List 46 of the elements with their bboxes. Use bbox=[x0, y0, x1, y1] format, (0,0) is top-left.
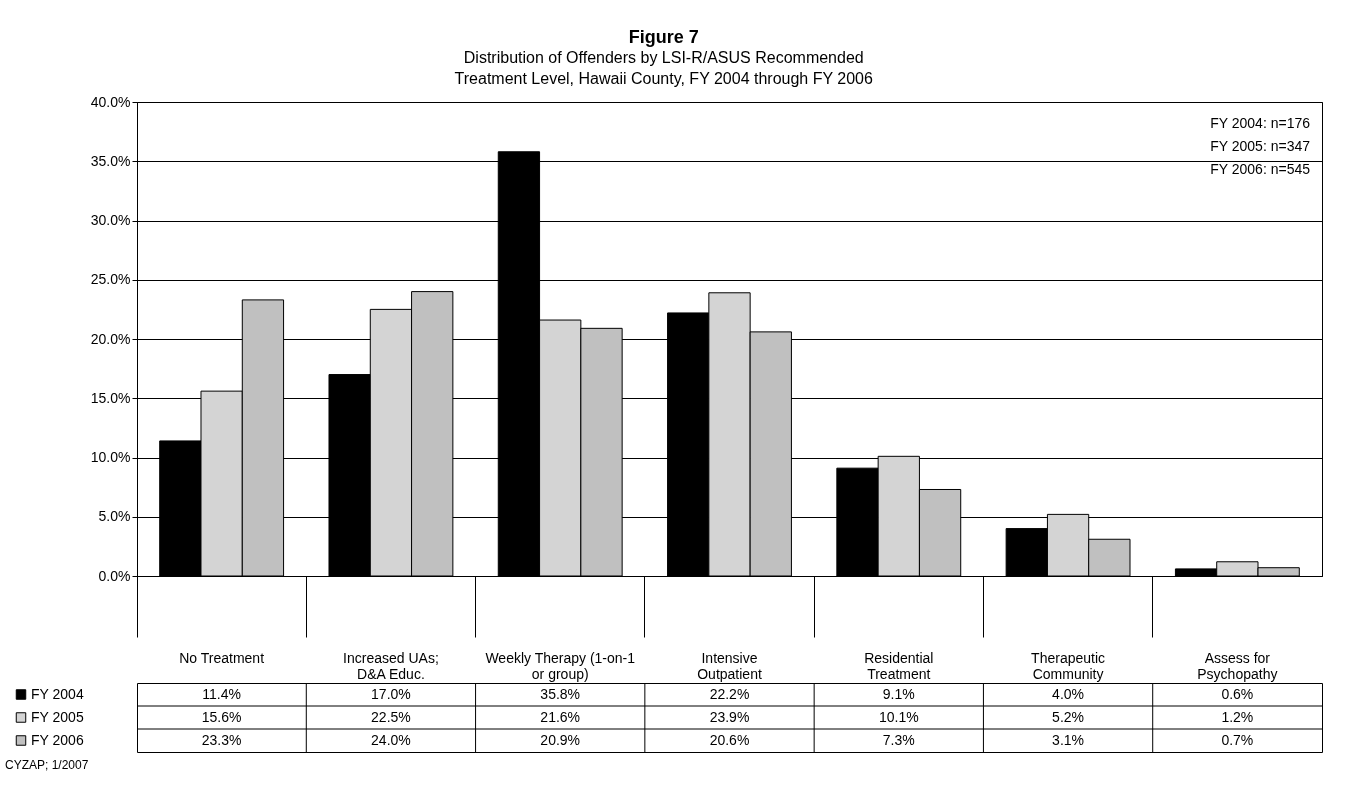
x-tick-label: Residential Treatment bbox=[864, 649, 934, 682]
legend-label: FY 2006 bbox=[31, 731, 84, 748]
x-tick-label: Weekly Therapy (1-on-1 or group) bbox=[485, 649, 636, 682]
x-tick-label: Increased UAs; D&A Educ. bbox=[343, 649, 439, 682]
x-tick-label: No Treatment bbox=[179, 649, 265, 666]
data-label: 35.8% bbox=[540, 685, 581, 702]
data-label: 23.3% bbox=[201, 731, 242, 748]
data-label: 22.5% bbox=[371, 708, 411, 725]
text: CYZAP; 1/2007 bbox=[5, 758, 89, 772]
x-tick-label: Assess for Psychopathy bbox=[1197, 649, 1278, 682]
annotation: FY 2004: n=176 bbox=[1210, 115, 1311, 131]
y-tick-label: 0.0% bbox=[98, 567, 131, 584]
y-tick-label: 40.0% bbox=[90, 93, 131, 110]
annotation: FY 2005: n=347 bbox=[1210, 138, 1311, 154]
chart-title: Figure 7 bbox=[628, 26, 699, 47]
data-label: 9.1% bbox=[882, 685, 915, 702]
data-label: 24.0% bbox=[371, 731, 411, 748]
data-label: 15.6% bbox=[201, 708, 242, 725]
data-label: 11.4% bbox=[202, 685, 241, 702]
y-tick-label: 20.0% bbox=[90, 330, 131, 347]
data-label: 20.6% bbox=[709, 731, 750, 748]
data-label: 20.9% bbox=[540, 731, 581, 748]
data-label: 0.7% bbox=[1221, 731, 1254, 748]
annotation: FY 2006: n=545 bbox=[1210, 161, 1311, 177]
chart-subtitle: Distribution of Offenders by LSI-R/ASUS Recommended Treatment Level, Hawaii County, FY 2004 through FY 2006 bbox=[454, 48, 874, 87]
data-label: 0.6% bbox=[1221, 685, 1254, 702]
data-label: 1.2% bbox=[1221, 708, 1254, 725]
y-tick-label: 15.0% bbox=[90, 389, 131, 406]
y-tick-label: 25.0% bbox=[90, 271, 131, 288]
x-tick-label: Therapeutic Community bbox=[1031, 649, 1106, 682]
data-label: 17.0% bbox=[371, 685, 411, 702]
data-label: 10.1% bbox=[878, 708, 919, 725]
legend-label: FY 2005 bbox=[31, 708, 84, 725]
data-label: 22.2% bbox=[709, 685, 750, 702]
data-label: 4.0% bbox=[1052, 685, 1085, 702]
data-label: 23.9% bbox=[709, 708, 750, 725]
data-label: 21.6% bbox=[540, 708, 581, 725]
y-tick-label: 10.0% bbox=[90, 449, 131, 465]
data-label: 5.2% bbox=[1052, 708, 1085, 725]
data-label: 7.3% bbox=[882, 731, 915, 748]
y-tick-label: 35.0% bbox=[90, 152, 131, 169]
x-tick-label: Intensive Outpatient bbox=[697, 649, 762, 682]
y-tick-label: 30.0% bbox=[90, 212, 131, 228]
legend-label: FY 2004 bbox=[31, 685, 84, 702]
y-tick-label: 5.0% bbox=[98, 508, 131, 525]
data-label: 3.1% bbox=[1052, 731, 1085, 748]
